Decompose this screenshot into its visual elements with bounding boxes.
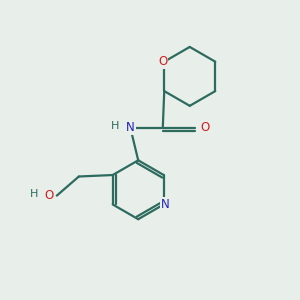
Text: N: N [161,198,170,211]
Text: O: O [44,189,53,202]
Text: O: O [158,55,167,68]
Text: H: H [30,189,38,199]
Text: O: O [200,122,209,134]
Text: H: H [111,122,119,131]
Text: N: N [126,122,135,134]
